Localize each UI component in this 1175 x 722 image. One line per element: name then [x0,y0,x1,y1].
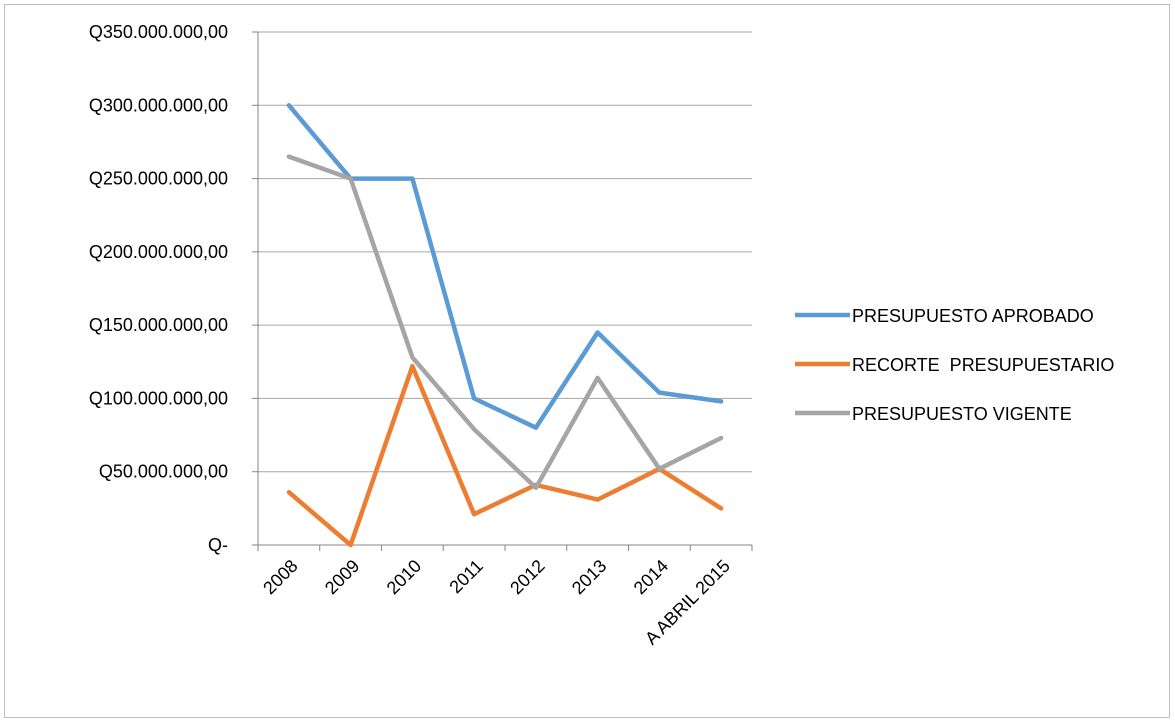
legend: PRESUPUESTO APROBADO RECORTE PRESUPUESTAR… [795,306,1114,424]
x-tick-label: 2010 [383,556,425,598]
y-tick-label: Q300.000.000,00 [89,95,228,115]
y-tick-label: Q250.000.000,00 [89,169,228,189]
y-tick-label: Q200.000.000,00 [89,242,228,262]
x-tick-label: 2013 [568,556,610,598]
x-tick-label: 2008 [259,556,301,598]
y-tick-label: Q- [208,535,228,555]
legend-label-presupuesto-vigente: PRESUPUESTO VIGENTE [852,404,1072,424]
y-axis-tick-labels: Q- Q50.000.000,00 Q100.000.000,00 Q150.000.… [89,22,228,555]
series-line-presupuesto-aprobado [286,103,724,430]
chart-area [4,4,1170,718]
y-tick-label: Q150.000.000,00 [89,315,228,335]
x-tick-label: 2012 [506,556,548,598]
series-lines [286,103,724,548]
legend-label-presupuesto-aprobado: PRESUPUESTO APROBADO [852,306,1094,326]
axes [252,31,753,551]
gridlines [258,31,752,473]
series-line-recorte-presupuestario [286,363,724,548]
y-tick-label: Q350.000.000,00 [89,22,228,42]
y-tick-label: Q100.000.000,00 [89,388,228,408]
y-tick-label: Q50.000.000,00 [99,462,228,482]
x-tick-label: 2011 [445,556,487,598]
legend-label-recorte-presupuestario: RECORTE PRESUPUESTARIO [852,355,1114,375]
series-line-presupuesto-vigente [286,154,724,491]
x-tick-label: 2014 [630,556,672,598]
x-tick-label: 2009 [321,556,363,598]
